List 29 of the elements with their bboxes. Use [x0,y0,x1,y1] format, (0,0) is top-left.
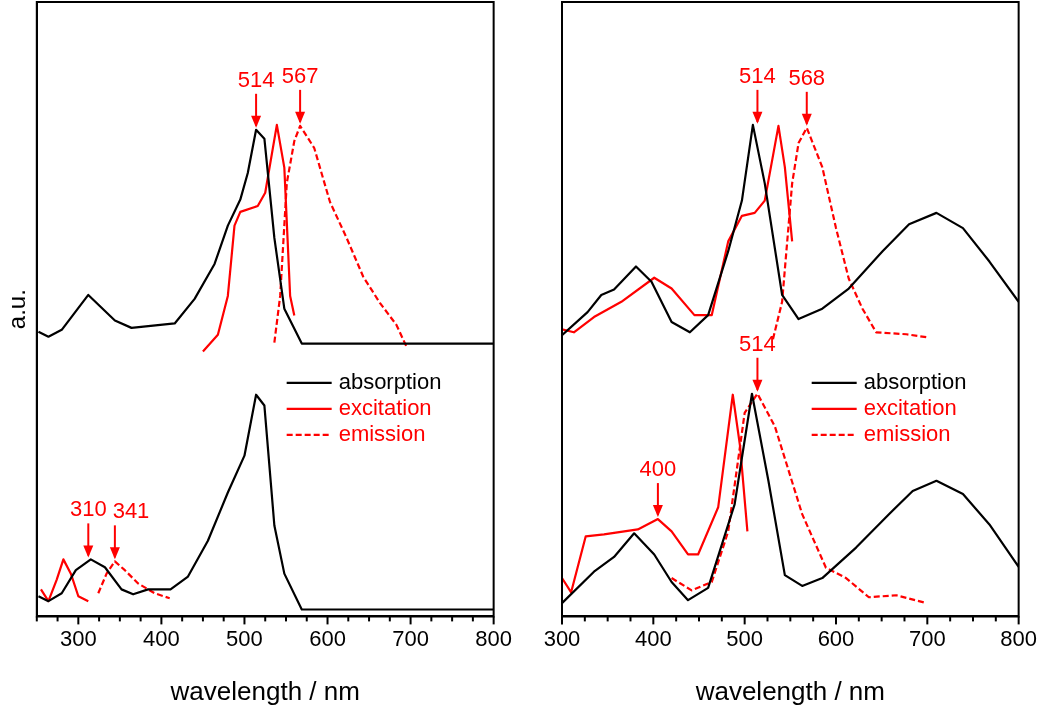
annotation: 514 [237,66,275,92]
annotation: 400 [639,456,677,482]
x-tick-label: 300 [59,625,97,651]
x-tick-label: 800 [1000,625,1038,651]
annotation: 514 [739,62,776,88]
annotation: 310 [69,496,107,522]
x-tick-label: 400 [143,625,180,651]
legend-label: absorption [863,368,967,394]
legend-label: emission [338,420,426,446]
x-tick-label: 300 [543,625,581,651]
legend-label: excitation [338,394,432,420]
x-tick-label: 500 [226,625,263,651]
legend-label: emission [863,420,951,446]
x-tick-label: 600 [309,625,346,651]
annotation: 341 [112,498,150,524]
annotation: 567 [281,62,319,88]
x-tick-label: 500 [726,625,764,651]
x-tick-label: 700 [908,625,946,651]
y-axis-title: a.u. [3,289,31,330]
legend-label: excitation [863,394,957,420]
annotation: 568 [788,64,826,90]
x-axis-title: wavelength / nm [694,675,885,706]
x-axis-title: wavelength / nm [169,675,360,706]
x-tick-label: 600 [817,625,855,651]
x-tick-label: 800 [475,625,513,651]
legend-label: absorption [338,368,442,394]
x-tick-label: 400 [634,625,672,651]
x-tick-label: 700 [392,625,429,651]
annotation: 514 [739,330,776,356]
